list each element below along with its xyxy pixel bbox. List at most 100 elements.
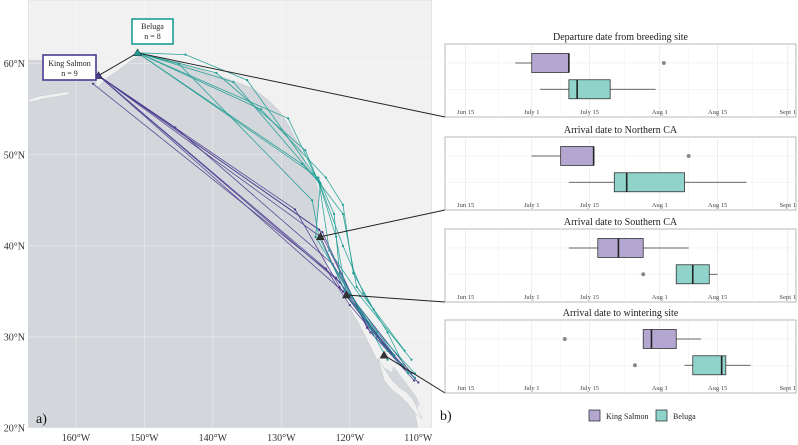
facet-1: Departure date from breeding site Jun 15 J…	[444, 32, 797, 118]
beluga-track-point	[324, 176, 327, 179]
x-tick-label: Sept 1	[780, 385, 796, 392]
facet-frame	[444, 319, 797, 394]
beluga-track-point	[215, 71, 218, 74]
beluga-box	[568, 79, 611, 100]
x-tick-label: Aug 15	[708, 294, 727, 301]
x-tick-label: July 1	[524, 202, 540, 209]
stopover-marker-3	[379, 350, 389, 359]
panel-b-label: b)	[440, 409, 452, 424]
beluga-track-7	[137, 52, 405, 351]
stopover-marker-2	[341, 290, 351, 299]
callout-line-3	[346, 294, 446, 303]
panel-a-label: a)	[36, 412, 47, 427]
map-x-tick-label: 120°W	[336, 433, 365, 444]
beluga-site-n: n = 8	[144, 32, 161, 41]
facet-title: Departure date from breeding site	[553, 32, 689, 43]
map-x-tick-label: 150°W	[130, 433, 159, 444]
king-salmon-track-point	[338, 285, 341, 288]
x-tick-label: Jun 15	[457, 294, 474, 301]
beluga-track-point	[413, 376, 416, 380]
king-salmon-site-box: King Salmon n = 9	[42, 54, 97, 81]
site-markers	[94, 48, 389, 359]
map-land-baja	[377, 357, 423, 419]
king-salmon-outlier	[562, 336, 567, 341]
x-tick-label: July 15	[580, 385, 599, 392]
king-salmon-outlier	[686, 153, 691, 158]
king-salmon-box	[560, 146, 595, 166]
king-salmon-box	[642, 329, 677, 349]
map-x-tick-label: 160°W	[62, 433, 91, 444]
facet-title: Arrival date to Northern CA	[564, 125, 678, 136]
beluga-box	[692, 355, 727, 376]
beluga-outlier	[641, 272, 646, 277]
beluga-track-point	[335, 235, 338, 238]
beluga-track-point	[348, 293, 351, 296]
x-tick-label: Aug 1	[652, 109, 668, 116]
king-salmon-box	[531, 53, 570, 73]
beluga-track-point	[184, 53, 187, 56]
beluga-outlier	[632, 363, 637, 368]
x-tick-label: Sept 1	[780, 202, 796, 209]
x-tick-label: July 1	[524, 385, 540, 392]
beluga-track-point	[355, 285, 358, 288]
king-salmon-track-7	[98, 75, 385, 347]
beluga-track-point	[341, 212, 345, 216]
king-salmon-outlier	[661, 60, 666, 65]
stopover-marker-1	[315, 232, 325, 241]
callout-line-1	[137, 52, 446, 118]
king-salmon-track-point	[348, 303, 351, 307]
map-axis-ticks: 160°W 150°W 140°W 130°W 120°W 110°W 20°N 30°N 40…	[4, 59, 433, 444]
map-callouts	[98, 52, 446, 394]
boxplot-panel: Departure date from breeding site Jun 15 J…	[444, 32, 797, 394]
beluga-track-point	[332, 212, 336, 216]
beluga-track-point	[338, 272, 341, 275]
beluga-track-point	[393, 354, 396, 357]
x-tick-label: Aug 1	[652, 294, 668, 301]
beluga-track-point	[304, 149, 307, 152]
x-tick-label: July 15	[580, 109, 599, 116]
beluga-track-point	[386, 358, 389, 361]
x-tick-label: Jun 15	[457, 109, 474, 116]
map-y-tick-label: 50°N	[4, 150, 25, 161]
beluga-site-box: Beluga n = 8	[131, 18, 174, 45]
facet-frame	[444, 43, 797, 118]
beluga-track-point	[300, 162, 303, 166]
map-y-tick-label: 60°N	[4, 59, 25, 70]
x-tick-label: Aug 15	[708, 109, 727, 116]
x-tick-label: Jun 15	[457, 385, 474, 392]
beluga-track-point	[246, 79, 249, 82]
king-salmon-site-n: n = 9	[61, 69, 78, 78]
legend-label-king-salmon: King Salmon	[606, 412, 648, 421]
facet-2: Arrival date to Northern CA Jun 15 July 1 J…	[444, 125, 797, 211]
beluga-track-point	[406, 372, 410, 375]
callout-line-4	[383, 354, 446, 394]
map-panel: 160°W 150°W 140°W 130°W 120°W 110°W 20°N 30°N 40…	[4, 0, 446, 444]
beluga-track-point	[410, 358, 413, 361]
king-salmon-box	[597, 238, 644, 258]
x-tick-label: Sept 1	[780, 294, 796, 301]
beluga-track-point	[376, 331, 379, 334]
x-tick-label: Sept 1	[780, 109, 796, 116]
migration-tracks	[91, 51, 420, 384]
beluga-track-point	[311, 199, 314, 202]
king-salmon-track-point	[335, 276, 338, 279]
facet-4: Arrival date to wintering site Jun 15 July…	[444, 308, 797, 394]
beluga-track-point	[232, 80, 235, 84]
beluga-box	[613, 172, 685, 193]
x-tick-label: Aug 1	[652, 202, 668, 209]
king-salmon-track-point	[293, 208, 297, 211]
beluga-track-5	[137, 52, 412, 360]
king-salmon-track-point	[369, 331, 372, 334]
beluga-track-4	[137, 52, 375, 310]
callout-line-2	[320, 209, 446, 238]
x-tick-label: Aug 15	[708, 385, 727, 392]
x-tick-label: July 15	[580, 202, 599, 209]
beluga-site-name: Beluga	[141, 22, 164, 31]
map-aleutian-islands	[28, 91, 73, 103]
callout-line-king-salmon	[98, 52, 138, 77]
legend-swatch-king-salmon	[588, 409, 601, 422]
legend-swatch-beluga	[655, 409, 668, 422]
facet-title: Arrival date to wintering site	[563, 308, 679, 319]
map-y-tick-label: 20°N	[4, 424, 25, 435]
